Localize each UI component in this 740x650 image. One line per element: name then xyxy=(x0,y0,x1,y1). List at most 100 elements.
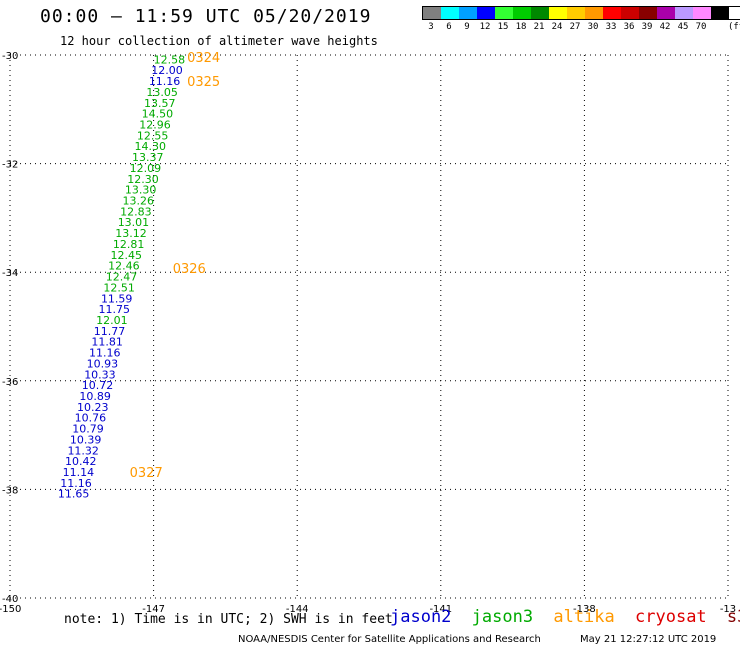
scale-label: 9 xyxy=(464,22,470,32)
wave-height-value: 10.23 xyxy=(77,401,109,414)
wave-height-value: 10.39 xyxy=(70,433,102,446)
wave-height-value: 11.81 xyxy=(91,336,123,349)
scale-swatch xyxy=(711,7,729,19)
pass-time-label: 0324 xyxy=(187,51,220,66)
wave-height-value: 13.57 xyxy=(144,97,176,110)
legend-altika: altika xyxy=(553,607,615,627)
pass-time-label: 0327 xyxy=(130,466,163,481)
chart-subtitle: 12 hour collection of altimeter wave hei… xyxy=(60,34,378,48)
scale-swatch xyxy=(531,7,549,19)
scale-swatch xyxy=(549,7,567,19)
wave-height-value: 10.76 xyxy=(75,412,107,425)
wave-height-value: 12.83 xyxy=(120,205,151,218)
pass-time-label: 0325 xyxy=(187,75,220,90)
satellite-legend: jason2 jason3 altika cryosat s3a xyxy=(390,607,740,627)
wave-height-value: 13.37 xyxy=(132,151,164,164)
legend-cryosat: cryosat xyxy=(635,607,707,627)
legend-s3a: s3a xyxy=(726,607,740,627)
latitude-tick-label: -30 xyxy=(2,51,18,62)
wave-height-value: 11.32 xyxy=(67,444,99,457)
wave-height-value: 11.16 xyxy=(60,477,91,490)
scale-swatch xyxy=(693,7,711,19)
scale-label: 42 xyxy=(659,22,671,32)
scale-swatch xyxy=(675,7,693,19)
wave-height-value: 13.01 xyxy=(118,216,150,229)
scale-label: 6 xyxy=(446,22,452,32)
scale-swatch xyxy=(441,7,459,19)
wave-height-value: 12.46 xyxy=(108,260,140,273)
wave-height-value: 13.30 xyxy=(125,184,157,197)
longitude-tick-label: -138 xyxy=(573,604,596,615)
scale-swatch xyxy=(621,7,639,19)
scale-label: 21 xyxy=(533,22,545,32)
wave-height-value: 13.26 xyxy=(122,195,154,208)
wave-height-value: 10.93 xyxy=(87,357,119,370)
wave-height-value: 12.51 xyxy=(103,281,135,294)
wave-height-value: 10.79 xyxy=(72,423,104,436)
chart-title: 00:00 – 11:59 UTC 05/20/2019 xyxy=(40,6,372,27)
footer-credit: NOAA/NESDIS Center for Satellite Applica… xyxy=(238,634,541,645)
scale-label: 33 xyxy=(605,22,617,32)
scale-swatch xyxy=(603,7,621,19)
scale-label: 3 xyxy=(428,22,434,32)
latitude-tick-label: -40 xyxy=(2,594,18,605)
wave-height-value: 14.50 xyxy=(142,108,174,121)
scale-swatch xyxy=(495,7,513,19)
wave-height-value: 13.12 xyxy=(115,227,147,240)
wave-height-value: 12.47 xyxy=(106,271,138,284)
scale-swatch xyxy=(639,7,657,19)
wave-height-value: 12.58 xyxy=(154,53,186,66)
latitude-tick-label: -36 xyxy=(2,377,18,388)
wave-height-value: 12.55 xyxy=(137,129,169,142)
color-scale-swatches xyxy=(422,6,740,20)
legend-jason3: jason3 xyxy=(471,607,534,627)
scale-label: 39 xyxy=(641,22,653,32)
scale-label: 36 xyxy=(623,22,635,32)
wave-height-value: 14.30 xyxy=(134,140,166,153)
wave-height-value: 11.16 xyxy=(89,347,121,360)
scale-swatch xyxy=(459,7,477,19)
scale-label: 27 xyxy=(569,22,581,32)
wave-height-value: 10.33 xyxy=(84,368,116,381)
scale-swatch xyxy=(423,7,441,19)
wave-height-value: 12.45 xyxy=(111,249,142,262)
legend-jason2: jason2 xyxy=(390,607,452,627)
wave-height-value: 11.75 xyxy=(99,303,131,316)
scale-swatch xyxy=(585,7,603,19)
scale-swatch xyxy=(567,7,585,19)
pass-time-label: 0326 xyxy=(173,262,206,277)
generation-timestamp: May 21 12:27:12 UTC 2019 xyxy=(580,634,717,645)
longitude-tick-label: -144 xyxy=(286,604,309,615)
scale-label: 70 xyxy=(695,22,707,32)
units-note: note: 1) Time is in UTC; 2) SWH is in fe… xyxy=(64,612,393,627)
wave-height-value: 12.00 xyxy=(151,64,183,77)
scale-label: 45 xyxy=(677,22,689,32)
longitude-tick-label: -150 xyxy=(0,604,21,615)
scale-label: 12 xyxy=(479,22,491,32)
scale-swatch xyxy=(477,7,495,19)
wave-height-value: 11.77 xyxy=(94,325,126,338)
latitude-tick-label: -38 xyxy=(2,485,18,496)
scale-swatch xyxy=(657,7,675,19)
wave-height-value: 11.16 xyxy=(149,75,181,88)
wave-height-value: 12.30 xyxy=(127,173,159,186)
wave-height-value: 11.14 xyxy=(63,466,95,479)
wave-height-value: 12.01 xyxy=(96,314,128,327)
wave-height-value: 12.96 xyxy=(139,119,171,132)
scale-label: 15 xyxy=(497,22,509,32)
wave-height-value: 11.65 xyxy=(58,488,90,501)
wave-height-value: 12.81 xyxy=(113,238,145,251)
wave-height-value: 10.72 xyxy=(82,379,114,392)
latitude-tick-label: -32 xyxy=(2,160,18,171)
wave-height-value: 11.59 xyxy=(101,292,132,305)
wave-height-value: 13.05 xyxy=(146,86,178,99)
scale-swatch xyxy=(513,7,531,19)
wave-height-value: 10.89 xyxy=(79,390,111,403)
longitude-tick-label: -141 xyxy=(429,604,452,615)
wave-height-value: 12.09 xyxy=(130,162,162,175)
longitude-tick-label: -13 xyxy=(720,604,736,615)
scale-unit-label: (ft) xyxy=(728,22,740,32)
